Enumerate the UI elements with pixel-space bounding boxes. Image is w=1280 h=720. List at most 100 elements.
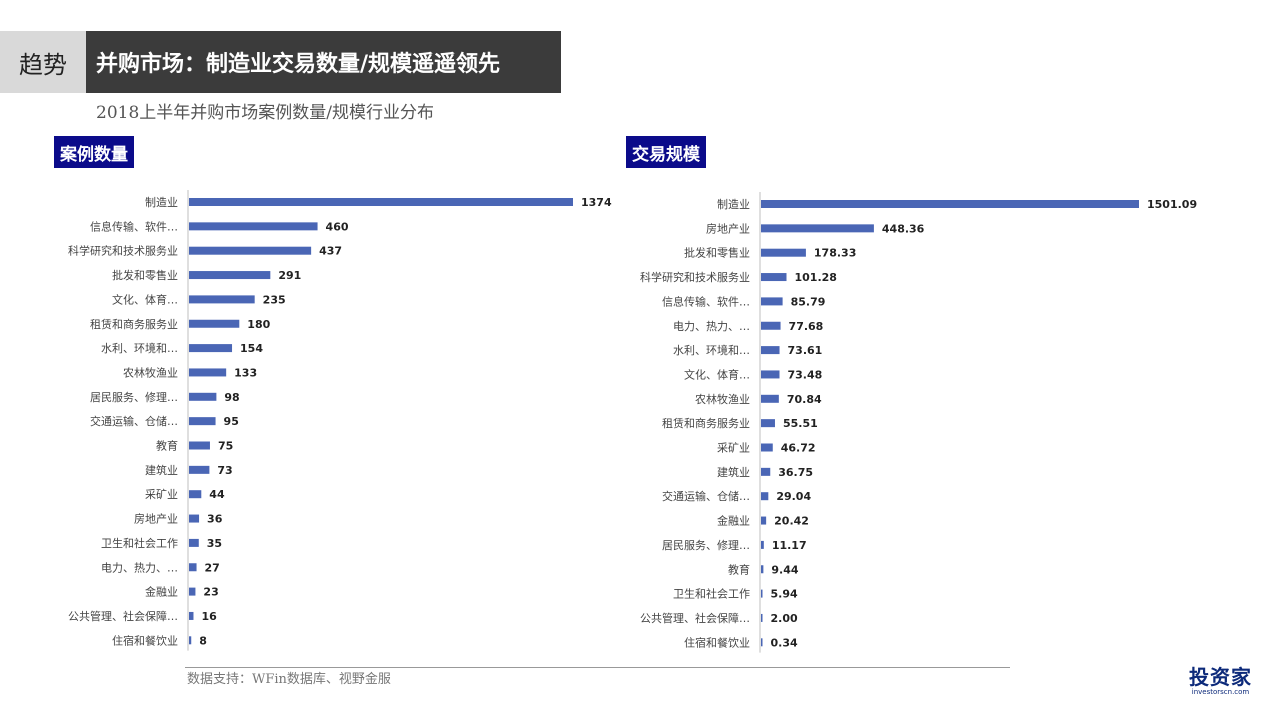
- count-bar: [189, 514, 200, 523]
- count-value-label: 16: [201, 610, 217, 623]
- count-bar: [189, 222, 318, 231]
- scale-value-label: 29.04: [776, 490, 811, 503]
- count-value-label: 35: [207, 537, 222, 550]
- scale-bar: [761, 394, 779, 403]
- scale-value-label: 11.17: [772, 539, 807, 552]
- scale-category-label: 信息传输、软件…: [662, 294, 750, 308]
- scale-bar: [761, 419, 775, 428]
- count-category-label: 房地产业: [134, 512, 178, 526]
- count-bar: [189, 465, 210, 474]
- count-category-label: 水利、环境和…: [101, 341, 178, 355]
- logo-text: 投资家: [1189, 665, 1252, 689]
- data-source: 数据支持：WFin数据库、视野金服: [187, 672, 391, 687]
- count-bar: [189, 417, 216, 426]
- scale-bar: [761, 638, 763, 647]
- scale-value-label: 2.00: [771, 612, 798, 625]
- count-category-label: 信息传输、软件…: [90, 219, 178, 233]
- scale-category-label: 居民服务、修理…: [662, 538, 750, 552]
- scale-category-label: 金融业: [717, 514, 750, 528]
- scale-value-label: 20.42: [774, 515, 809, 528]
- count-value-label: 291: [278, 269, 301, 282]
- count-category-label: 公共管理、社会保障…: [68, 609, 178, 623]
- chart-title-count: 案例数量: [54, 136, 134, 168]
- count-bar: [189, 563, 197, 572]
- scale-value-label: 9.44: [771, 563, 798, 576]
- scale-value-label: 0.34: [771, 636, 798, 649]
- count-bar: [189, 319, 240, 328]
- scale-bar: [761, 224, 874, 233]
- count-value-label: 44: [209, 488, 225, 501]
- scale-value-label: 73.48: [788, 368, 823, 381]
- count-value-label: 98: [224, 391, 239, 404]
- scale-bar: [761, 516, 767, 525]
- count-value-label: 437: [319, 245, 342, 258]
- count-bar: [189, 636, 192, 645]
- scale-bar: [761, 346, 780, 355]
- scale-category-label: 卫生和社会工作: [673, 587, 750, 601]
- count-category-label: 卫生和社会工作: [101, 536, 178, 550]
- count-category-label: 批发和零售业: [112, 268, 178, 282]
- scale-category-label: 住宿和餐饮业: [684, 635, 750, 649]
- scale-category-label: 农林牧渔业: [695, 392, 750, 406]
- page-subtitle: 2018上半年并购市场案例数量/规模行业分布: [96, 103, 434, 123]
- scale-bar: [761, 321, 781, 330]
- scale-bar: [761, 443, 773, 452]
- scale-value-label: 178.33: [814, 247, 856, 260]
- scale-value-label: 36.75: [778, 466, 813, 479]
- count-value-label: 154: [240, 342, 263, 355]
- scale-bar: [761, 492, 769, 501]
- count-value-label: 23: [203, 586, 218, 599]
- count-category-label: 农林牧渔业: [123, 365, 178, 379]
- scale-category-label: 水利、环境和…: [673, 343, 750, 357]
- count-category-label: 教育: [156, 439, 178, 453]
- count-value-label: 133: [234, 366, 257, 379]
- count-category-label: 制造业: [145, 195, 178, 209]
- count-bar: [189, 611, 194, 620]
- count-bar: [189, 368, 227, 377]
- scale-value-label: 70.84: [787, 393, 822, 406]
- scale-bar: [761, 200, 1139, 208]
- brand-logo: 投资家 investorscn.com: [1189, 666, 1252, 697]
- scale-bar-chart: 制造业 1501.09 房地产业 448.36 批发和零售业 178.33 科学研究和技术服…: [640, 192, 1197, 653]
- count-category-label: 文化、体育…: [112, 292, 178, 306]
- count-value-label: 95: [224, 415, 239, 428]
- count-value-label: 73: [217, 464, 232, 477]
- scale-category-label: 房地产业: [706, 221, 750, 235]
- scale-bar: [761, 370, 780, 379]
- scale-category-label: 文化、体育…: [684, 367, 750, 381]
- scale-bar: [761, 467, 771, 476]
- scale-value-label: 73.61: [788, 344, 823, 357]
- scale-category-label: 电力、热力、…: [673, 320, 750, 333]
- count-value-label: 180: [247, 318, 270, 331]
- count-category-label: 金融业: [145, 585, 178, 599]
- count-bar: [189, 587, 196, 596]
- scale-bar: [761, 540, 764, 549]
- footer-divider: [185, 667, 1010, 668]
- count-category-label: 采矿业: [145, 488, 178, 501]
- scale-value-label: 101.28: [795, 271, 837, 284]
- scale-category-label: 科学研究和技术服务业: [640, 270, 750, 284]
- scale-value-label: 46.72: [781, 442, 816, 455]
- scale-bar: [761, 589, 763, 598]
- scale-value-label: 5.94: [771, 588, 798, 601]
- scale-category-label: 租赁和商务服务业: [662, 416, 750, 430]
- count-value-label: 235: [263, 293, 286, 306]
- scale-bar: [761, 248, 806, 257]
- count-category-label: 住宿和餐饮业: [112, 633, 178, 647]
- count-bar-chart: 制造业 1374 信息传输、软件… 460 科学研究和技术服务业 437 批发和零售业 291…: [68, 190, 612, 651]
- scale-bar: [761, 613, 763, 622]
- count-bar: [189, 246, 312, 255]
- count-value-label: 1374: [581, 196, 612, 209]
- count-category-label: 建筑业: [145, 463, 178, 477]
- scale-category-label: 采矿业: [717, 442, 750, 455]
- scale-category-label: 批发和零售业: [684, 246, 750, 260]
- scale-category-label: 交通运输、仓储…: [662, 489, 750, 503]
- count-bar: [189, 271, 271, 280]
- scale-value-label: 1501.09: [1147, 198, 1197, 211]
- title-bar: 并购市场：制造业交易数量/规模遥遥领先: [86, 31, 561, 93]
- scale-value-label: 55.51: [783, 417, 818, 430]
- section-tag: 趋势: [0, 31, 86, 93]
- scale-bar: [761, 297, 783, 306]
- count-bar: [189, 490, 202, 499]
- scale-value-label: 448.36: [882, 222, 925, 235]
